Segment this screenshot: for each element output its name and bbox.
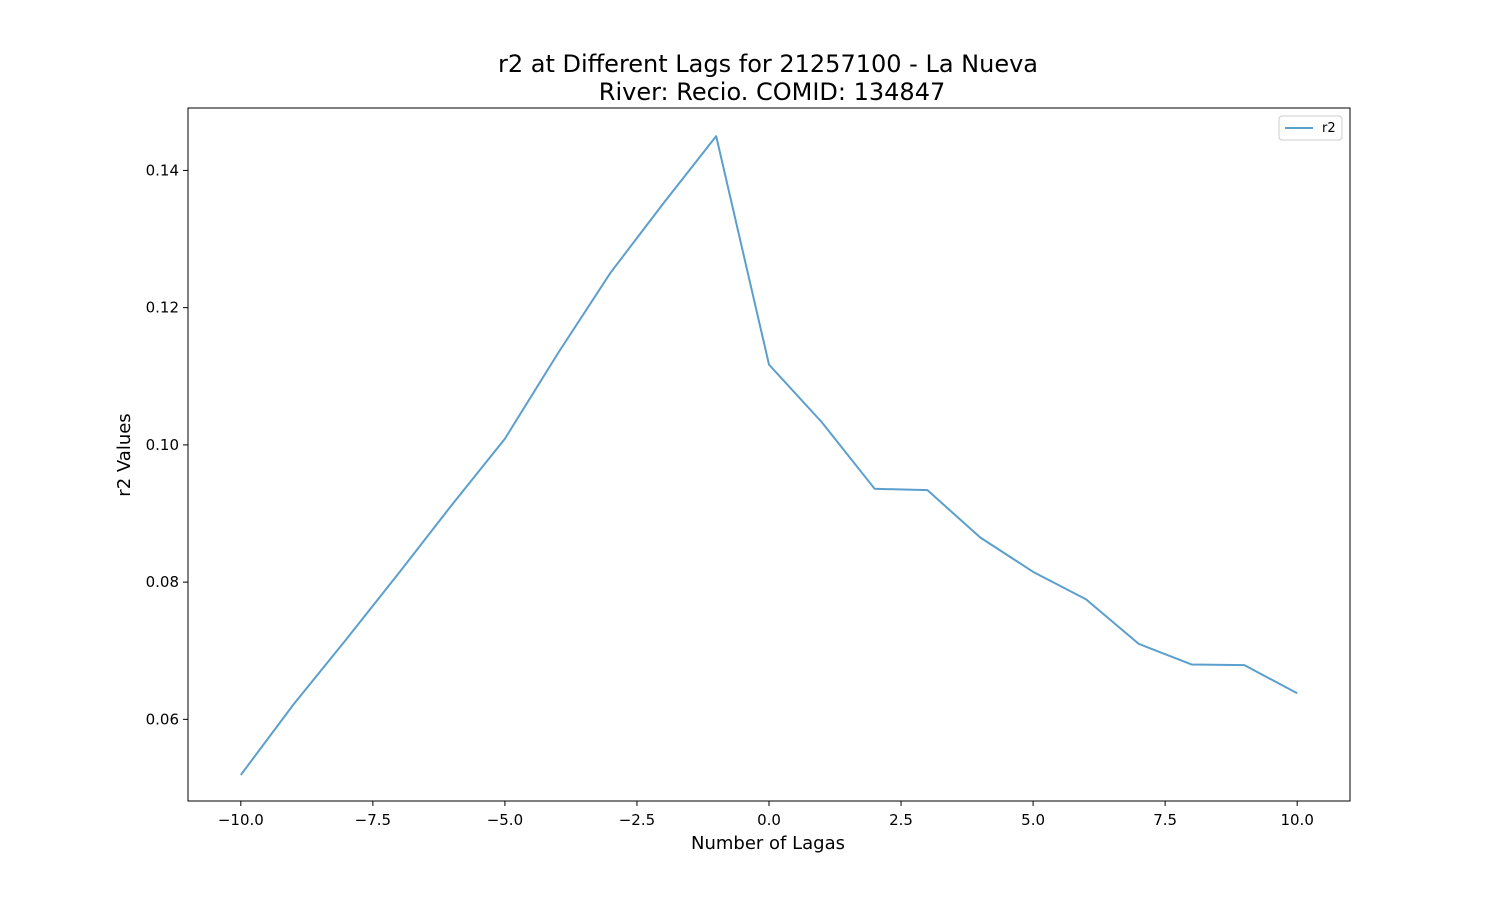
x-tick-label: 10.0 [1280,811,1313,829]
x-tick-label: 2.5 [889,811,913,829]
y-tick-label: 0.14 [146,161,179,179]
x-tick-label: −7.5 [355,811,391,829]
x-tick-label: 0.0 [757,811,781,829]
chart-title: r2 at Different Lags for 21257100 - La N… [498,50,1038,78]
y-tick-label: 0.08 [146,573,179,591]
series-layer [240,135,1298,776]
series-line-r2 [240,135,1298,776]
chart-subtitle: River: Recio. COMID: 134847 [599,78,945,106]
x-tick-label: −10.0 [218,811,264,829]
y-axis: 0.06 0.08 0.10 0.12 0.14 [146,161,188,728]
x-axis-label: Number of Lagas [691,833,845,854]
y-tick-label: 0.12 [146,299,179,317]
x-tick-label: −5.0 [487,811,523,829]
x-tick-label: 5.0 [1021,811,1045,829]
legend: r2 [1278,115,1343,141]
x-axis: −10.0 −7.5 −5.0 −2.5 0.0 2.5 5.0 7.5 10.0 [218,801,1314,829]
x-tick-label: 7.5 [1153,811,1177,829]
y-tick-label: 0.10 [146,436,179,454]
y-tick-label: 0.06 [146,710,179,728]
plot-area [187,107,1351,802]
x-tick-label: −2.5 [619,811,655,829]
y-axis-label: r2 Values [114,413,135,496]
legend-label-r2: r2 [1322,121,1336,136]
